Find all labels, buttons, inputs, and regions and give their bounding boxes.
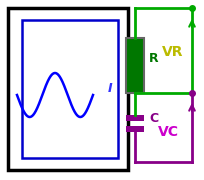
- Text: I: I: [107, 82, 112, 94]
- Text: C: C: [148, 112, 157, 125]
- Text: VR: VR: [161, 45, 183, 59]
- Text: R: R: [148, 51, 158, 64]
- Bar: [125, 38, 143, 93]
- Bar: [125, 126, 143, 132]
- Text: VC: VC: [157, 125, 178, 139]
- Bar: [8, 8, 127, 170]
- Bar: [22, 20, 118, 158]
- Bar: [125, 115, 143, 121]
